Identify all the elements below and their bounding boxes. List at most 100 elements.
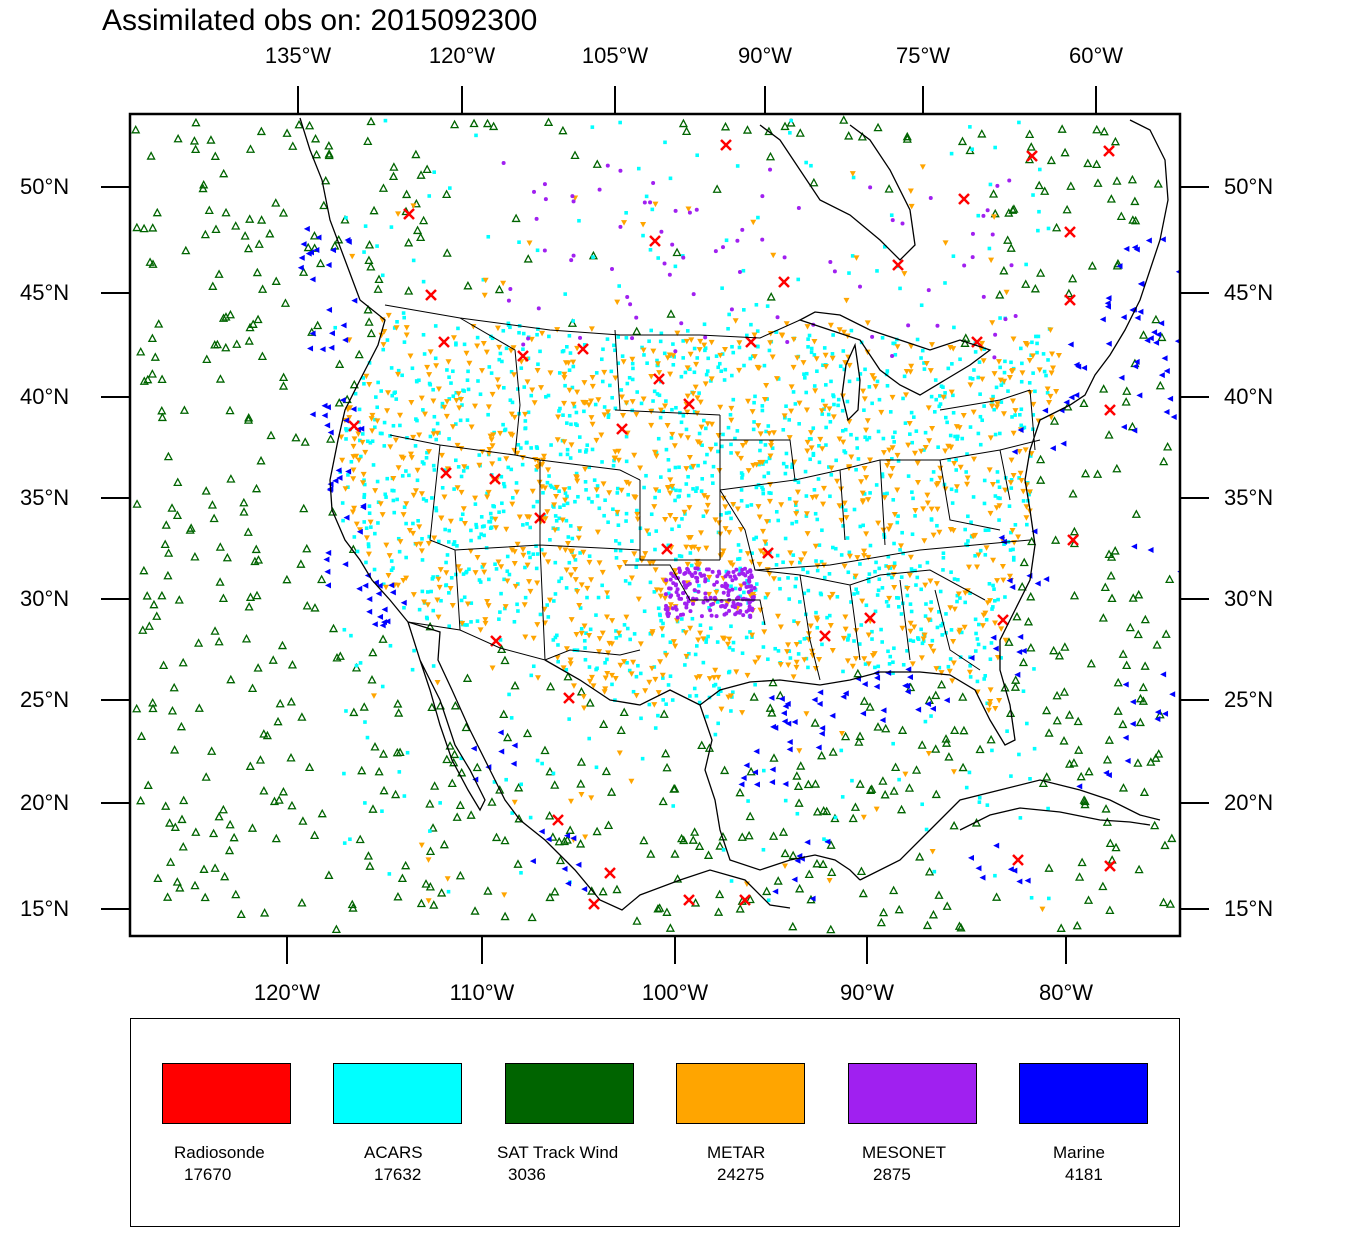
acars-marker bbox=[739, 498, 744, 503]
acars-marker bbox=[831, 545, 835, 550]
acars-marker bbox=[951, 393, 955, 398]
mesonet-marker bbox=[1009, 263, 1014, 268]
acars-marker bbox=[971, 495, 976, 499]
legend-count: 2875 bbox=[873, 1165, 911, 1184]
metar-marker bbox=[1050, 365, 1057, 371]
bottom-lon-tick-label: 90°W bbox=[839, 980, 895, 1005]
acars-marker bbox=[566, 535, 571, 539]
metar-marker bbox=[770, 430, 777, 436]
sat-track-wind-marker bbox=[767, 708, 777, 717]
acars-marker bbox=[976, 375, 981, 380]
acars-marker bbox=[526, 356, 531, 361]
sat-track-wind-marker bbox=[244, 602, 254, 611]
marine-marker bbox=[906, 674, 913, 681]
metar-marker bbox=[914, 480, 921, 486]
acars-marker bbox=[694, 489, 698, 493]
acars-marker bbox=[661, 409, 665, 414]
bottom-lon-tick-label: 120°W bbox=[253, 980, 321, 1005]
acars-marker bbox=[805, 570, 810, 575]
sat-track-wind-marker bbox=[153, 873, 163, 883]
metar-marker bbox=[804, 439, 811, 446]
sat-track-wind-marker bbox=[328, 507, 338, 516]
metar-marker bbox=[489, 443, 496, 449]
metar-marker bbox=[566, 387, 573, 394]
acars-marker bbox=[565, 447, 570, 452]
metar-marker bbox=[408, 399, 415, 406]
metar-marker bbox=[998, 626, 1005, 632]
acars-marker bbox=[812, 384, 817, 388]
sat-track-wind-marker bbox=[483, 886, 493, 895]
sat-track-wind-marker bbox=[513, 859, 523, 868]
sat-track-wind-marker bbox=[176, 721, 187, 731]
acars-marker bbox=[964, 542, 968, 547]
metar-marker bbox=[889, 465, 896, 472]
acars-marker bbox=[430, 577, 435, 581]
acars-marker bbox=[891, 741, 895, 746]
metar-marker bbox=[602, 686, 609, 692]
mesonet-marker bbox=[760, 237, 765, 242]
mesonet-marker bbox=[750, 608, 755, 613]
metar-marker bbox=[947, 345, 954, 351]
acars-marker bbox=[346, 473, 350, 477]
acars-marker bbox=[376, 380, 380, 385]
acars-marker bbox=[475, 335, 480, 340]
mesonet-marker bbox=[935, 323, 940, 328]
acars-marker bbox=[590, 500, 594, 504]
metar-marker bbox=[615, 457, 622, 464]
acars-marker bbox=[486, 234, 491, 239]
metar-marker bbox=[706, 574, 713, 581]
acars-marker bbox=[575, 648, 580, 653]
sat-track-wind-marker bbox=[1106, 194, 1116, 203]
acars-marker bbox=[999, 400, 1004, 404]
sat-track-wind-marker bbox=[253, 314, 263, 324]
sat-track-wind-marker bbox=[956, 922, 966, 932]
metar-marker bbox=[509, 547, 516, 553]
metar-marker bbox=[542, 485, 549, 492]
metar-marker bbox=[846, 553, 853, 560]
sat-track-wind-marker bbox=[768, 677, 778, 687]
sat-track-wind-marker bbox=[363, 851, 374, 860]
acars-marker bbox=[622, 623, 627, 627]
acars-marker bbox=[697, 583, 701, 588]
marine-marker bbox=[738, 781, 745, 788]
acars-marker bbox=[672, 355, 676, 359]
sat-track-wind-marker bbox=[165, 818, 175, 827]
sat-track-wind-marker bbox=[404, 286, 414, 295]
acars-marker bbox=[556, 643, 560, 647]
metar-marker bbox=[500, 280, 507, 287]
metar-marker bbox=[604, 409, 611, 415]
sat-track-wind-marker bbox=[766, 292, 776, 301]
sat-track-wind-marker bbox=[1099, 384, 1109, 393]
sat-track-wind-marker bbox=[240, 231, 250, 240]
acars-marker bbox=[692, 370, 697, 375]
sat-track-wind-marker bbox=[278, 786, 289, 796]
acars-marker bbox=[834, 458, 838, 463]
marine-marker bbox=[315, 234, 322, 241]
metar-marker bbox=[406, 528, 413, 534]
marine-marker bbox=[1133, 358, 1140, 365]
acars-marker bbox=[982, 677, 986, 681]
metar-marker bbox=[455, 391, 462, 397]
marine-marker bbox=[929, 705, 936, 712]
acars-marker bbox=[1031, 413, 1036, 417]
mesonet-marker bbox=[642, 200, 647, 205]
sat-track-wind-marker bbox=[1098, 881, 1108, 891]
marine-marker bbox=[1154, 709, 1161, 716]
acars-marker bbox=[528, 815, 533, 820]
acars-marker bbox=[500, 359, 504, 364]
acars-marker bbox=[424, 455, 429, 460]
sat-track-wind-marker bbox=[737, 832, 747, 841]
acars-marker bbox=[509, 369, 514, 374]
acars-marker bbox=[938, 402, 943, 406]
metar-marker bbox=[951, 606, 958, 613]
acars-marker bbox=[700, 443, 704, 448]
acars-marker bbox=[886, 649, 890, 654]
marine-marker bbox=[791, 718, 798, 725]
sat-track-wind-marker bbox=[1025, 129, 1035, 139]
metar-marker bbox=[458, 489, 465, 496]
sat-track-wind-marker bbox=[878, 907, 889, 917]
acars-marker bbox=[880, 640, 884, 644]
radiosonde-marker bbox=[425, 289, 437, 301]
acars-marker bbox=[920, 348, 925, 353]
metar-marker bbox=[634, 511, 641, 518]
